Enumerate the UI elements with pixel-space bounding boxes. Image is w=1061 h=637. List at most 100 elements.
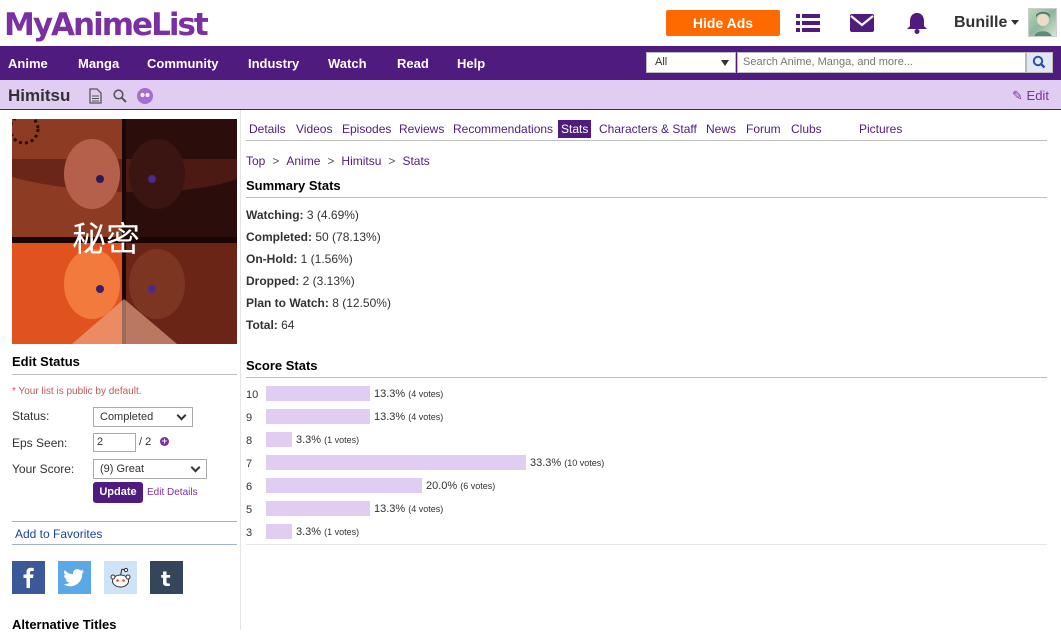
- tab-pictures[interactable]: Pictures: [859, 122, 903, 136]
- username[interactable]: Bunille: [954, 14, 1008, 31]
- nav-manga[interactable]: Manga: [78, 56, 120, 71]
- your-score-label: Your Score:: [12, 462, 75, 476]
- divider: [246, 544, 1047, 545]
- search-scope-select[interactable]: All: [646, 52, 736, 73]
- search-icon[interactable]: [112, 88, 128, 104]
- score-percent: 3.3% (1 votes): [296, 434, 360, 446]
- summary-stats-heading: Summary Stats: [246, 178, 1047, 198]
- stat-plan-to-watch: Plan to Watch: 8 (12.50%): [246, 296, 391, 310]
- score-bar: [266, 409, 370, 424]
- tab-episodes[interactable]: Episodes: [342, 122, 392, 136]
- nav-community[interactable]: Community: [147, 56, 219, 71]
- left-sidebar: 秘密 Edit Status * Your list is public by …: [0, 110, 241, 632]
- breadcrumb-top[interactable]: Top: [246, 154, 266, 168]
- nav-anime[interactable]: Anime: [8, 56, 48, 71]
- edit-link[interactable]: ✎ Edit: [1012, 88, 1049, 104]
- score-bar: [266, 501, 370, 516]
- search-button[interactable]: [1026, 52, 1053, 73]
- notification-bell-icon[interactable]: [904, 12, 930, 34]
- tab-stats[interactable]: Stats: [558, 120, 592, 138]
- pencil-icon: ✎: [1012, 88, 1023, 103]
- tab-characters-staff[interactable]: Characters & Staff: [599, 122, 697, 136]
- score-stats-heading: Score Stats: [246, 358, 1047, 378]
- page-title: Himitsu: [8, 86, 71, 105]
- breadcrumb-separator: >: [388, 154, 396, 168]
- tab-details[interactable]: Details: [249, 122, 286, 136]
- score-row: 8 3.3% (1 votes): [246, 431, 1047, 451]
- score-bar: [266, 432, 292, 447]
- list-icon[interactable]: [795, 12, 821, 34]
- tab-news[interactable]: News: [706, 122, 737, 136]
- search-scope-value: All: [655, 56, 668, 68]
- score-select[interactable]: (9) Great: [93, 459, 207, 479]
- anime-tabs: Details Videos Episodes Reviews Recommen…: [246, 119, 1047, 141]
- score-percent: 13.3% (4 votes): [374, 503, 444, 515]
- hide-ads-button[interactable]: Hide Ads: [666, 10, 780, 36]
- score-bar: [266, 524, 292, 539]
- stat-completed: Completed: 50 (78.13%): [246, 230, 381, 244]
- nav-help[interactable]: Help: [457, 56, 486, 71]
- edit-status-heading: Edit Status: [12, 354, 237, 375]
- title-bar: Himitsu ✎ Edit: [0, 80, 1061, 110]
- chevron-down-icon: [190, 462, 201, 473]
- add-to-favorites-link[interactable]: Add to Favorites: [15, 527, 103, 541]
- score-row: 3 3.3% (1 votes): [246, 523, 1047, 543]
- nav-watch[interactable]: Watch: [328, 56, 367, 71]
- breadcrumb-himitsu[interactable]: Himitsu: [341, 154, 382, 168]
- stat-dropped: Dropped: 2 (3.13%): [246, 274, 355, 288]
- avatar[interactable]: [1028, 8, 1057, 37]
- breadcrumb-stats[interactable]: Stats: [402, 154, 430, 168]
- status-label: Status:: [12, 409, 50, 423]
- score-bar: [266, 386, 370, 401]
- eps-seen-label: Eps Seen:: [12, 436, 68, 450]
- tab-videos[interactable]: Videos: [296, 122, 333, 136]
- score-value: 5: [246, 504, 253, 516]
- twitter-icon[interactable]: [58, 561, 91, 594]
- edit-label: Edit: [1026, 88, 1049, 103]
- status-value: Completed: [100, 411, 154, 423]
- score-percent: 20.0% (6 votes): [426, 480, 496, 492]
- breadcrumb-separator: >: [327, 154, 335, 168]
- breadcrumb-separator: >: [272, 154, 280, 168]
- user-menu-caret-icon[interactable]: [1011, 20, 1019, 25]
- score-row: 7 33.3% (10 votes): [246, 454, 1047, 474]
- score-value: 9: [246, 412, 253, 424]
- search-input[interactable]: Search Anime, Manga, and more...: [737, 52, 1026, 73]
- document-icon[interactable]: [87, 88, 103, 104]
- alternative-titles-heading: Alternative Titles: [12, 617, 117, 632]
- anime-cover-image[interactable]: 秘密: [12, 119, 237, 344]
- nav-read[interactable]: Read: [397, 56, 429, 71]
- reddit-icon[interactable]: [104, 561, 137, 594]
- tab-reviews[interactable]: Reviews: [399, 122, 445, 136]
- update-button[interactable]: Update: [93, 482, 143, 503]
- breadcrumb: Top > Anime > Himitsu > Stats: [246, 154, 430, 168]
- score-bar: [266, 478, 422, 493]
- score-row: 10 13.3% (4 votes): [246, 385, 1047, 405]
- nav-industry[interactable]: Industry: [248, 56, 300, 71]
- tumblr-icon[interactable]: t: [150, 561, 183, 594]
- breadcrumb-anime[interactable]: Anime: [286, 154, 321, 168]
- score-percent: 33.3% (10 votes): [530, 457, 605, 469]
- tab-forum[interactable]: Forum: [746, 122, 781, 136]
- score-percent: 3.3% (1 votes): [296, 526, 360, 538]
- score-row: 9 13.3% (4 votes): [246, 408, 1047, 428]
- svg-text:t: t: [161, 567, 171, 591]
- public-list-note: * Your list is public by default.: [12, 386, 142, 397]
- eps-total: / 2: [139, 436, 152, 448]
- site-logo[interactable]: MyAnimeList: [4, 7, 209, 43]
- friends-icon[interactable]: [137, 88, 153, 104]
- facebook-icon[interactable]: [12, 561, 45, 594]
- tab-clubs[interactable]: Clubs: [791, 122, 822, 136]
- stat-on-hold: On-Hold: 1 (1.56%): [246, 252, 353, 266]
- mail-icon[interactable]: [849, 12, 875, 34]
- score-value: 7: [246, 458, 253, 470]
- edit-details-link[interactable]: Edit Details: [147, 487, 198, 498]
- tab-recommendations[interactable]: Recommendations: [453, 122, 554, 136]
- status-select[interactable]: Completed: [93, 407, 193, 427]
- increment-episode-icon[interactable]: +: [160, 436, 169, 446]
- eps-seen-input[interactable]: 2: [93, 433, 136, 452]
- score-row: 6 20.0% (6 votes): [246, 477, 1047, 497]
- stat-watching: Watching: 3 (4.69%): [246, 208, 359, 222]
- score-row: 5 13.3% (4 votes): [246, 500, 1047, 520]
- favorites-box: Add to Favorites: [12, 521, 237, 545]
